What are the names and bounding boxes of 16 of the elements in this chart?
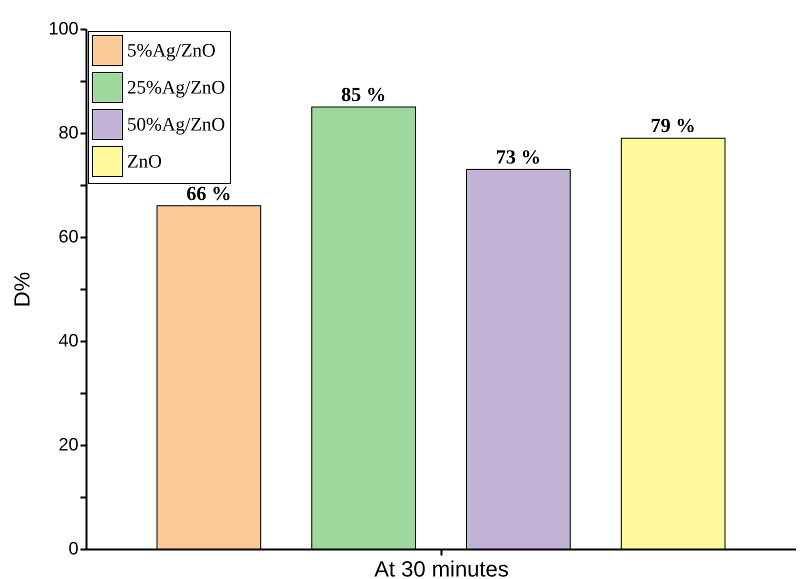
y-tick-label: 20 [58, 434, 78, 454]
legend-label: 25%Ag/ZnO [127, 78, 226, 98]
legend-label: 5%Ag/ZnO [127, 40, 216, 62]
y-tick-label: 100 [48, 18, 78, 38]
data-label: 79 % [650, 115, 696, 138]
y-axis-title: D% [9, 272, 34, 308]
data-label: 66 % [186, 182, 232, 205]
legend-label: ZnO [127, 152, 162, 172]
y-tick-label: 60 [58, 226, 78, 246]
x-axis-title: At 30 minutes [374, 556, 509, 579]
data-label: 73 % [496, 146, 541, 168]
y-tick-label: 40 [58, 330, 78, 350]
legend-label: 50%Ag/ZnO [127, 114, 226, 136]
data-label: 85 % [341, 84, 386, 106]
y-tick-label: 0 [68, 538, 78, 558]
y-tick-label: 80 [58, 122, 78, 142]
